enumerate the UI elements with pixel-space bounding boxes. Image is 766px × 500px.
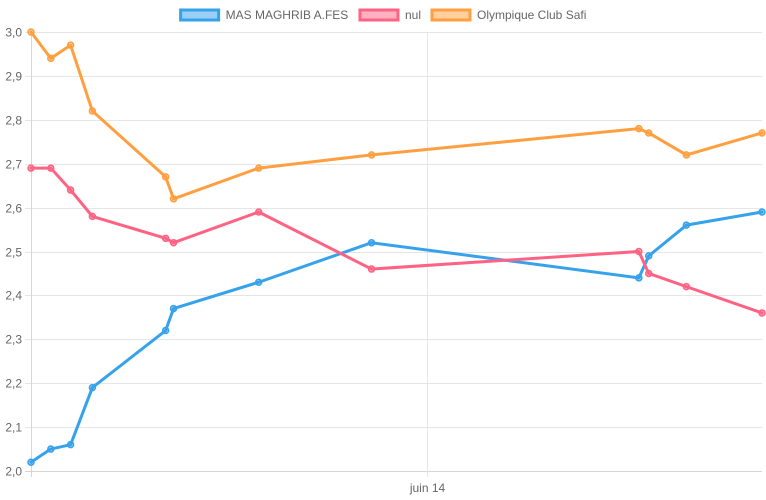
legend-item[interactable]: nul [358, 8, 421, 22]
data-point[interactable] [47, 164, 55, 172]
y-tick-label: 2,4 [5, 289, 22, 303]
series-line [29, 210, 764, 464]
data-point[interactable] [682, 221, 691, 229]
data-point[interactable] [27, 28, 35, 36]
y-tick-label: 2,6 [5, 202, 22, 216]
series-1 [27, 208, 766, 466]
legend[interactable]: MAS MAGHRIB A.FES nul Olympique Club Safi [179, 8, 587, 22]
series-3 [27, 28, 766, 203]
legend-label: MAS MAGHRIB A.FES [226, 8, 349, 22]
data-point[interactable] [758, 129, 766, 137]
x-tick-label: juin 14 [409, 481, 446, 495]
data-point[interactable] [645, 269, 653, 278]
data-point[interactable] [66, 440, 75, 449]
data-point[interactable] [169, 304, 178, 313]
y-tick-label: 2,0 [5, 465, 22, 479]
y-tick-label: 2,9 [5, 70, 22, 84]
y-tick-label: 2,1 [5, 421, 22, 435]
y-tick-label: 2,3 [5, 333, 22, 347]
data-point[interactable] [88, 212, 97, 221]
data-point[interactable] [758, 309, 766, 317]
data-point[interactable] [88, 383, 97, 392]
data-point[interactable] [254, 208, 263, 216]
y-tick-label: 3,0 [5, 26, 22, 40]
legend-swatch [358, 8, 400, 22]
data-point[interactable] [367, 265, 376, 273]
grid [25, 32, 762, 477]
data-point[interactable] [169, 195, 178, 203]
y-tick-label: 2,8 [5, 114, 22, 128]
data-point[interactable] [47, 445, 55, 453]
legend-swatch [430, 8, 472, 22]
axes: 2,0 2,1 2,2 2,3 2,4 2,5 2,6 2,7 2,8 2,9 3,0 juin 14 [5, 26, 445, 496]
data-point[interactable] [161, 173, 170, 181]
y-tick-label: 2,5 [5, 246, 22, 260]
data-point[interactable] [66, 186, 75, 194]
series-group [27, 28, 766, 466]
y-tick-label: 2,2 [5, 377, 22, 391]
data-point[interactable] [254, 164, 263, 172]
data-point[interactable] [27, 458, 35, 466]
data-point[interactable] [254, 278, 263, 286]
data-point[interactable] [88, 107, 97, 115]
legend-item[interactable]: Olympique Club Safi [430, 8, 586, 22]
data-point[interactable] [758, 208, 766, 216]
y-tick-label: 2,7 [5, 158, 22, 172]
data-point[interactable] [367, 238, 376, 247]
data-point[interactable] [635, 124, 643, 133]
series-2 [27, 164, 766, 317]
data-point[interactable] [169, 238, 178, 247]
data-point[interactable] [682, 282, 691, 291]
data-point[interactable] [682, 151, 691, 159]
data-point[interactable] [27, 164, 35, 172]
legend-label: nul [405, 8, 421, 22]
series-line [29, 166, 764, 315]
data-point[interactable] [161, 326, 170, 335]
data-point[interactable] [635, 274, 643, 282]
legend-swatch [179, 8, 221, 22]
data-point[interactable] [645, 129, 653, 137]
data-point[interactable] [66, 41, 75, 49]
data-point[interactable] [367, 151, 376, 159]
data-point[interactable] [161, 234, 170, 243]
series-line [29, 30, 764, 201]
legend-label: Olympique Club Safi [477, 8, 586, 22]
data-point[interactable] [635, 247, 643, 256]
data-point[interactable] [47, 54, 55, 63]
legend-item[interactable]: MAS MAGHRIB A.FES [179, 8, 349, 22]
data-point[interactable] [645, 252, 653, 260]
